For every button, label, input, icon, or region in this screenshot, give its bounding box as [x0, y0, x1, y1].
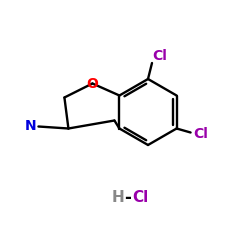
Text: H: H: [112, 190, 124, 206]
Text: Cl: Cl: [132, 190, 148, 206]
Text: -: -: [124, 189, 132, 207]
Text: Cl: Cl: [193, 128, 208, 141]
Text: N: N: [24, 120, 36, 134]
Text: Cl: Cl: [152, 49, 168, 63]
Text: O: O: [86, 76, 98, 90]
